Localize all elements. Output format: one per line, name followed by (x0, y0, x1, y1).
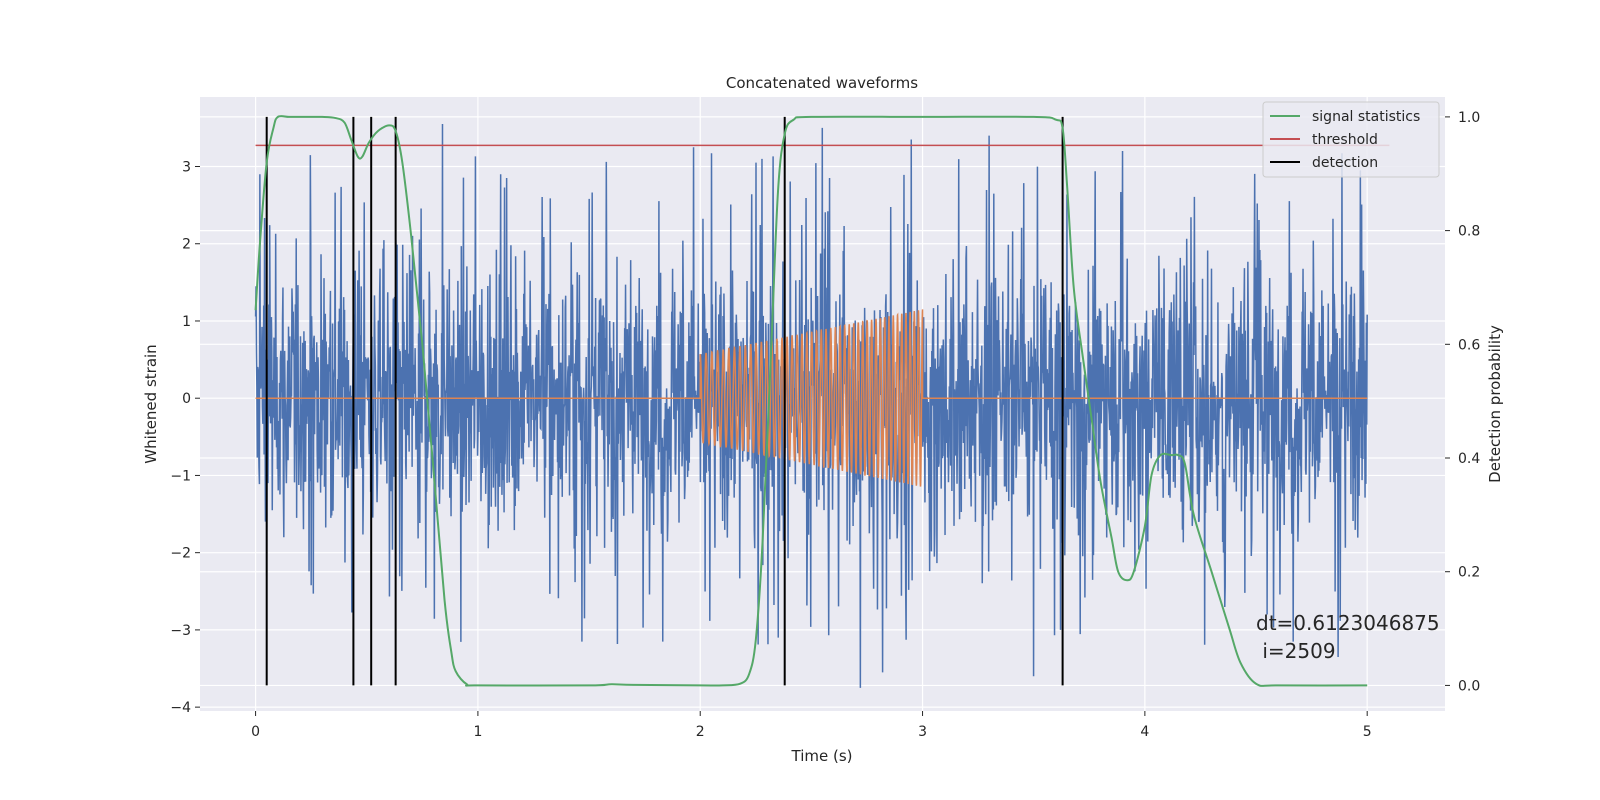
x-tick-label: 3 (918, 724, 927, 740)
legend-label-threshold: threshold (1312, 132, 1378, 148)
y2-tick-label: 0.6 (1458, 337, 1480, 353)
y2-axis-label: Detection probability (1486, 325, 1504, 483)
y-tick-label: 0 (182, 391, 191, 407)
y-axis-label: Whitened strain (142, 344, 160, 463)
y-tick-label: −4 (170, 700, 191, 716)
x-tick-label: 4 (1140, 724, 1149, 740)
x-tick-label: 5 (1363, 724, 1372, 740)
detection-series (265, 116, 1064, 686)
y-axis-ticks: −4 −3 −2 −1 0 1 2 3 (170, 160, 200, 716)
x-axis-label: Time (s) (791, 747, 853, 765)
x-tick-label: 1 (473, 724, 482, 740)
x-axis-ticks: 0 1 2 3 4 5 (251, 711, 1372, 740)
x-tick-label: 2 (696, 724, 705, 740)
y2-axis-ticks: 0.0 0.2 0.4 0.6 0.8 1.0 (1445, 110, 1480, 694)
annotation-dt: dt=0.6123046875 (1256, 611, 1440, 635)
legend-label-signal-statistics: signal statistics (1312, 109, 1420, 125)
chirp-series (255, 309, 1368, 487)
y2-tick-label: 0.4 (1458, 451, 1480, 467)
y-tick-label: −1 (170, 468, 191, 484)
y-tick-label: −2 (170, 546, 191, 562)
y2-tick-label: 0.8 (1458, 224, 1480, 240)
signal-statistics-series (254, 115, 1368, 687)
y-tick-label: 3 (182, 160, 191, 176)
y-tick-label: −3 (170, 623, 191, 639)
chart-title: Concatenated waveforms (726, 74, 918, 92)
y-tick-label: 2 (182, 237, 191, 253)
legend: signal statistics threshold detection (1262, 101, 1440, 178)
y2-tick-label: 0.2 (1458, 565, 1480, 581)
legend-label-detection: detection (1312, 155, 1378, 171)
annotation-i: i=2509 (1256, 639, 1336, 663)
y-tick-label: 1 (182, 314, 191, 330)
legend-box (1262, 101, 1440, 178)
chirp-line (255, 309, 1368, 487)
x-tick-label: 0 (251, 724, 260, 740)
y2-tick-label: 0.0 (1458, 678, 1480, 694)
y2-tick-label: 1.0 (1458, 110, 1480, 126)
signal-statistics-line (254, 115, 1368, 687)
